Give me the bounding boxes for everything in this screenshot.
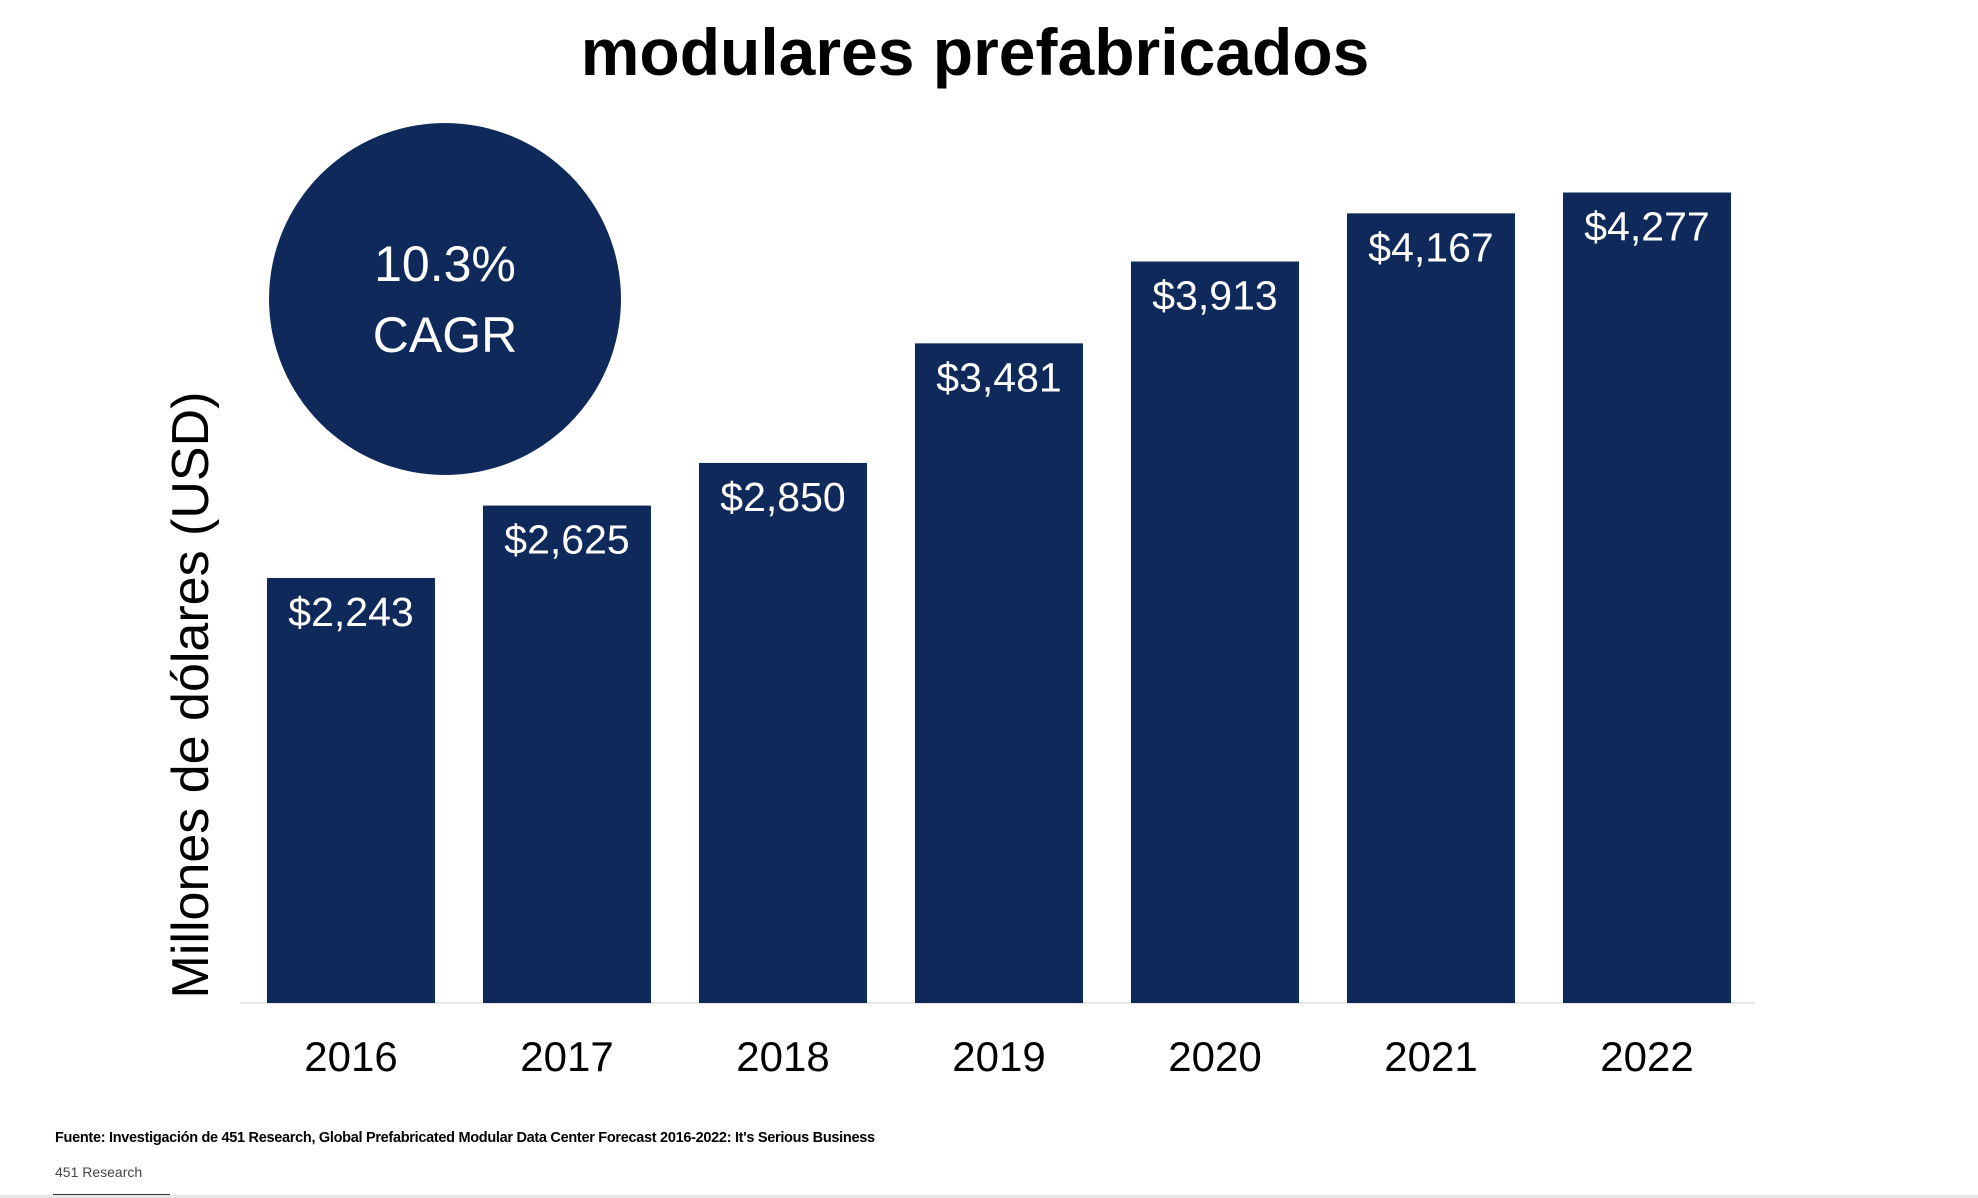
bar-2022 xyxy=(1563,192,1731,1004)
bar-2019 xyxy=(915,343,1083,1004)
x-tick-label-2017: 2017 xyxy=(520,1033,613,1080)
x-tick-label-2021: 2021 xyxy=(1384,1033,1477,1080)
bar-2018 xyxy=(699,462,867,1003)
source-note: Fuente: Investigación de 451 Research, G… xyxy=(55,1130,875,1146)
x-tick-labels: 2016 2017 2018 2019 2020 2021 2022 xyxy=(304,1033,1693,1080)
x-tick-label-2022: 2022 xyxy=(1600,1033,1693,1080)
bar-value-label-2016: $2,243 xyxy=(288,589,413,635)
cagr-badge-value: 10.3% xyxy=(374,236,516,292)
bar-2020 xyxy=(1131,261,1299,1003)
x-tick-label-2018: 2018 xyxy=(736,1033,829,1080)
x-tick-label-2016: 2016 xyxy=(304,1033,397,1080)
chart-title: modulares prefabricados xyxy=(581,15,1370,89)
credit-note: 451 Research xyxy=(55,1164,143,1180)
bar-2016 xyxy=(267,577,435,1003)
cagr-badge-circle xyxy=(269,123,621,475)
cagr-badge: 10.3% CAGR xyxy=(269,123,621,475)
bar-labels-group: $2,243 $2,625 $2,850 $3,481 $3,913 $4,167 $4,2… xyxy=(288,204,1709,635)
bar-value-label-2019: $3,481 xyxy=(936,354,1061,400)
cagr-badge-caption: CAGR xyxy=(373,307,517,363)
bars-group xyxy=(267,192,1731,1004)
bottom-border xyxy=(0,1195,1978,1198)
x-tick-label-2019: 2019 xyxy=(952,1033,1045,1080)
y-axis-label: Millones de dólares (USD) xyxy=(162,392,220,999)
bar-2017 xyxy=(483,505,651,1003)
bar-value-label-2020: $3,913 xyxy=(1152,272,1277,318)
bar-value-label-2022: $4,277 xyxy=(1584,204,1709,250)
bar-value-label-2017: $2,625 xyxy=(504,517,629,563)
bar-value-label-2021: $4,167 xyxy=(1368,224,1493,270)
bar-2021 xyxy=(1347,213,1515,1003)
bar-value-label-2018: $2,850 xyxy=(720,474,845,520)
x-tick-label-2020: 2020 xyxy=(1168,1033,1261,1080)
